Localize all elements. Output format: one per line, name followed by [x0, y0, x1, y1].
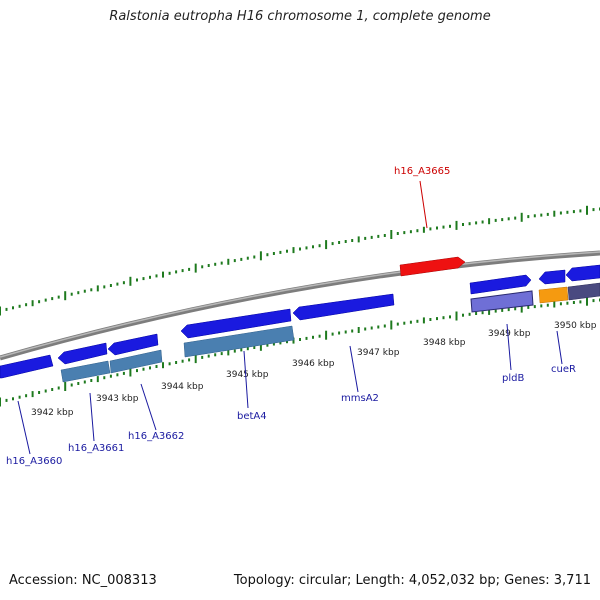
leader-h16-A3662 — [140, 383, 157, 431]
scale-label-3943: 3943 kbp — [96, 394, 139, 404]
leader-mmsA2 — [349, 345, 359, 393]
scale-label-3944: 3944 kbp — [161, 382, 204, 392]
scale-label-3949: 3949 kbp — [488, 329, 531, 339]
gene-label-h16-A3662[interactable]: h16_A3662 — [128, 431, 184, 442]
scale-label-3942: 3942 kbp — [31, 408, 74, 418]
leader-cueR — [556, 330, 563, 365]
gene-label-cueR[interactable]: cueR — [551, 364, 576, 375]
chromosome-backbone — [0, 250, 600, 361]
scale-label-3947: 3947 kbp — [357, 348, 400, 358]
feature-bar-h16-A3662 — [109, 349, 163, 374]
map-title: Ralstonia eutropha H16 chromosome 1, com… — [109, 9, 491, 24]
feature-bar-h16-A3661 — [60, 360, 111, 383]
gene-label-mmsA2[interactable]: mmsA2 — [341, 393, 379, 404]
upper-tick-track — [0, 205, 600, 316]
gene-label-h16-A3661[interactable]: h16_A3661 — [68, 443, 124, 454]
leader-h16-A3660 — [17, 400, 31, 455]
chromosome-backbone-highlight — [0, 251, 600, 358]
gene-h16-A3662[interactable] — [107, 333, 159, 356]
gene-pldB[interactable] — [469, 274, 532, 295]
feature-bar-betA4 — [183, 325, 295, 358]
feature-bar-right-edge — [567, 282, 600, 301]
lower-tick-track — [0, 296, 600, 407]
gene-h16-A3665[interactable] — [399, 256, 466, 277]
gene-mmsA2[interactable] — [292, 293, 395, 321]
gene-label-h16-A3660[interactable]: h16_A3660 — [6, 456, 62, 467]
scale-label-3945: 3945 kbp — [226, 370, 269, 380]
scale-label-3946: 3946 kbp — [292, 359, 335, 369]
gene-right-edge[interactable] — [565, 264, 600, 282]
leader-pldB — [506, 323, 512, 371]
leader-betA4 — [243, 350, 249, 409]
gene-h16-A3660[interactable] — [0, 354, 54, 379]
gene-betA4[interactable] — [180, 308, 292, 339]
scale-label-3948: 3948 kbp — [423, 338, 466, 348]
gene-label-h16-A3665[interactable]: h16_A3665 — [394, 166, 450, 177]
leader-h16-A3665 — [419, 180, 428, 229]
topology-text: Topology: circular; Length: 4,052,032 bp… — [233, 573, 591, 588]
leader-h16-A3661 — [89, 392, 95, 442]
gene-label-betA4[interactable]: betA4 — [237, 411, 267, 422]
feature-bar-cueR — [538, 286, 569, 304]
gene-h16-A3661[interactable] — [57, 342, 108, 365]
gene-label-pldB[interactable]: pldB — [502, 373, 524, 384]
gene-cueR[interactable] — [538, 269, 566, 285]
feature-bar-pldB — [470, 290, 534, 313]
accession-text: Accession: NC_008313 — [9, 573, 157, 588]
scale-label-3950: 3950 kbp — [554, 321, 597, 331]
